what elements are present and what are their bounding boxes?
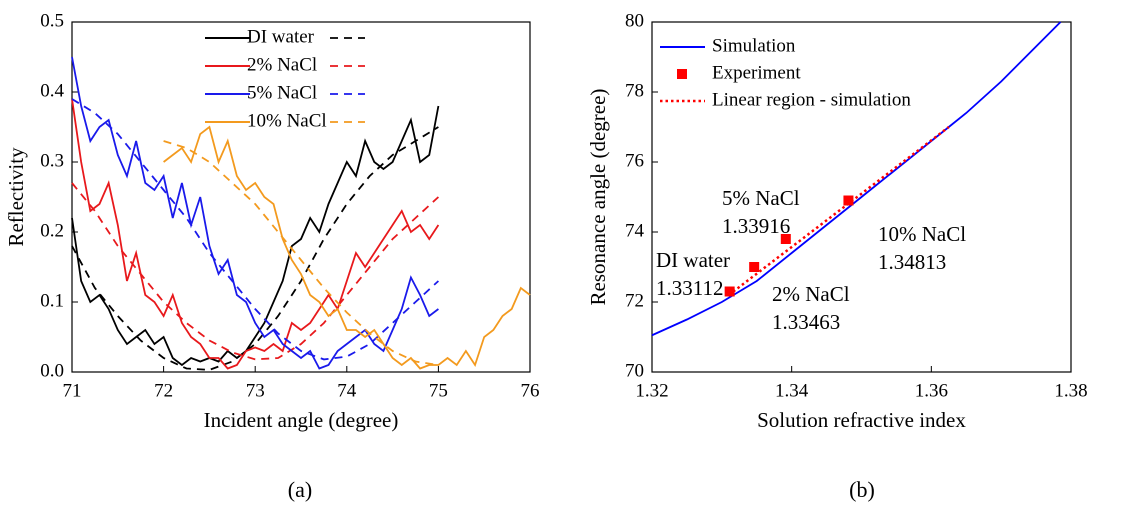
data-line	[71, 56, 439, 370]
y-tick-label: 0.4	[40, 80, 64, 101]
legend-label: Experiment	[712, 62, 801, 83]
y-tick-label: 0.5	[40, 10, 64, 31]
annotation: 1.33463	[772, 310, 840, 334]
experiment-point	[780, 234, 791, 244]
legend-marker	[677, 69, 687, 79]
x-tick-label: 1.38	[1054, 380, 1087, 401]
y-tick-label: 0.1	[40, 290, 64, 311]
fit-line	[71, 182, 440, 361]
linear-region-line	[728, 126, 950, 296]
y-tick-label: 74	[625, 220, 645, 241]
x-axis-label: Incident angle (degree)	[204, 408, 399, 432]
annotation: 5% NaCl	[722, 186, 800, 210]
y-tick-label: 72	[625, 290, 644, 311]
data-line	[163, 125, 531, 370]
experiment-point	[843, 195, 854, 206]
x-tick-label: 75	[429, 380, 448, 401]
x-tick-label: 1.36	[915, 380, 948, 401]
data-line	[71, 105, 440, 367]
annotation: 1.33916	[722, 214, 790, 238]
fit-line	[163, 140, 439, 366]
annotation: DI water	[656, 248, 730, 272]
y-axis-label: Reflectivity	[4, 147, 28, 247]
x-tick-label: 74	[337, 380, 357, 401]
fit-line	[71, 126, 439, 371]
y-tick-label: 78	[625, 80, 644, 101]
x-tick-label: 73	[246, 380, 265, 401]
legend-label: 2% NaCl	[247, 54, 317, 75]
annotation: 2% NaCl	[772, 282, 850, 306]
x-tick-label: 76	[521, 380, 540, 401]
annotation: 1.34813	[878, 250, 946, 274]
x-axis-label: Solution refractive index	[757, 408, 966, 432]
data-line	[71, 98, 440, 370]
legend-label: Simulation	[712, 35, 796, 56]
y-tick-label: 0.3	[40, 150, 64, 171]
panel-label: (b)	[849, 477, 875, 502]
data-line	[651, 21, 1062, 337]
annotation: 10% NaCl	[878, 222, 966, 246]
x-tick-label: 1.34	[775, 380, 809, 401]
legend-label: DI water	[247, 26, 315, 47]
fit-line	[71, 98, 440, 361]
x-tick-label: 71	[63, 380, 82, 401]
plot-frame	[71, 21, 531, 373]
legend-label: 10% NaCl	[247, 110, 327, 131]
y-axis-label: Resonance angle (degree)	[586, 89, 610, 306]
y-tick-label: 0.2	[40, 220, 64, 241]
plot-frame	[651, 21, 1072, 373]
y-tick-label: 70	[625, 360, 644, 381]
y-tick-label: 80	[625, 10, 644, 31]
x-tick-label: 72	[154, 380, 173, 401]
y-tick-label: 76	[625, 150, 644, 171]
panel-label: (a)	[288, 477, 312, 502]
experiment-point	[749, 262, 760, 272]
legend-label: Linear region - simulation	[712, 89, 911, 110]
y-tick-label: 0.0	[40, 360, 64, 381]
annotation: 1.33112	[656, 276, 723, 300]
experiment-point	[724, 286, 735, 297]
x-tick-label: 1.32	[635, 380, 668, 401]
legend-label: 5% NaCl	[247, 82, 317, 103]
